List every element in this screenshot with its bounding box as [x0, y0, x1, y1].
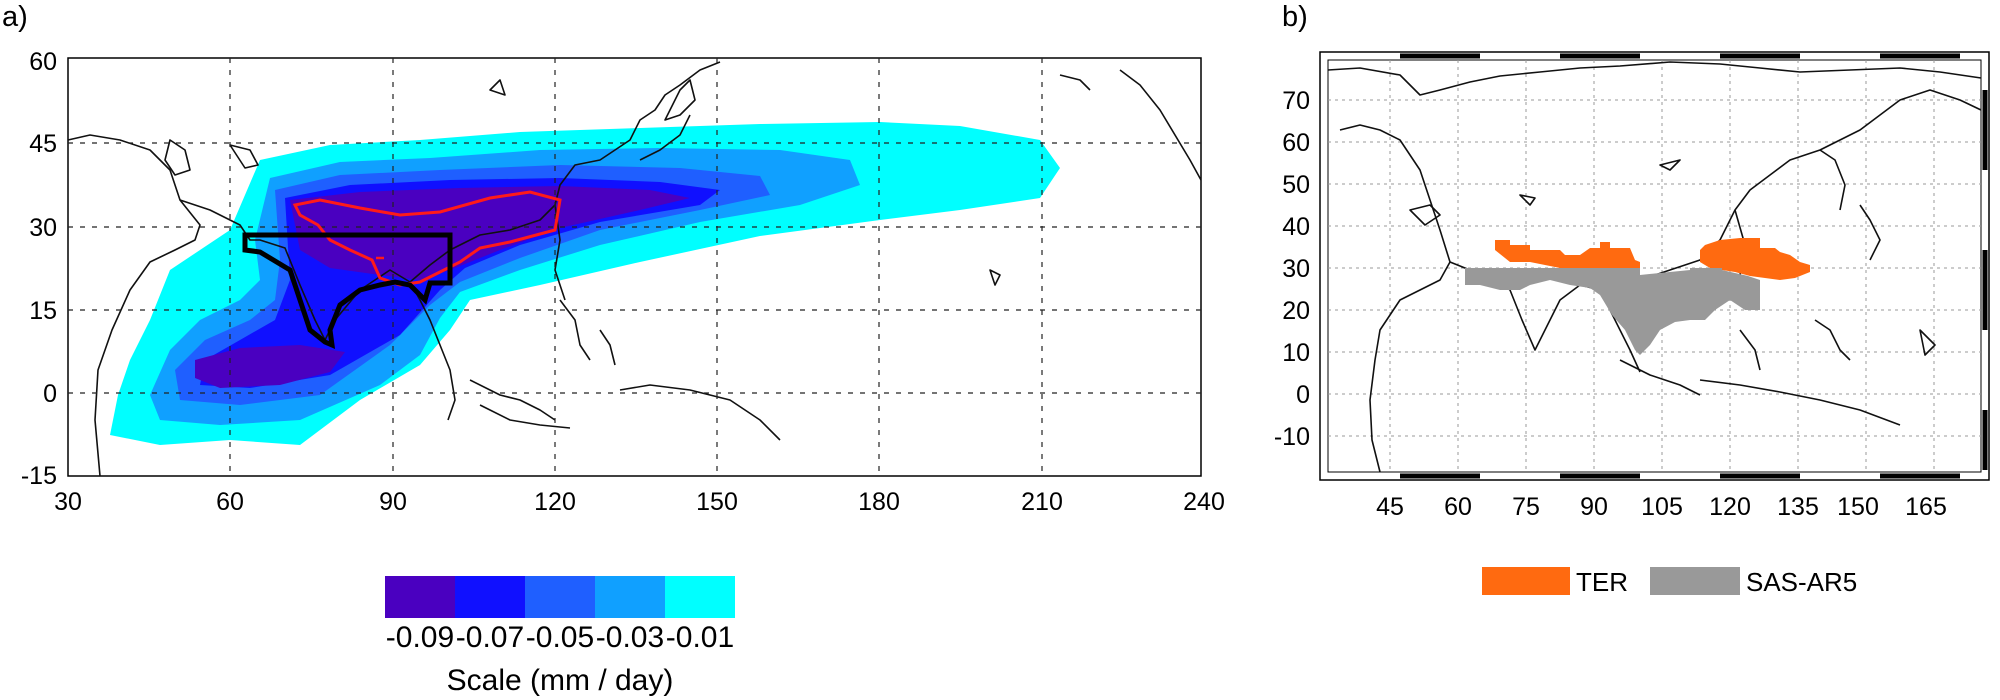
x-tick: 90 — [379, 488, 407, 516]
legend-swatch-ter — [1482, 567, 1570, 595]
panel-a: a) — [2, 1, 1225, 697]
colorbar-tick: -0.09 — [386, 621, 454, 654]
colorbar-swatch — [525, 576, 595, 618]
significance-contour — [292, 190, 562, 287]
panel-b-map-area — [1319, 51, 1990, 481]
y-tick: 20 — [1282, 297, 1310, 325]
colorbar-swatch — [595, 576, 665, 618]
y-tick: 0 — [43, 380, 57, 408]
x-tick: 120 — [1709, 493, 1751, 521]
panel-a-label: a) — [2, 1, 28, 33]
colorbar-tick: -0.07 — [456, 621, 524, 654]
panel-a-y-ticks: 60 45 30 15 0 -15 — [21, 48, 57, 490]
legend-label-ter: TER — [1576, 567, 1628, 597]
x-tick: 240 — [1183, 488, 1225, 516]
x-tick: 210 — [1021, 488, 1063, 516]
panel-b: b) — [1274, 1, 1990, 597]
y-tick: 30 — [29, 214, 57, 242]
panel-b-label: b) — [1282, 1, 1308, 33]
colorbar-swatch — [665, 576, 735, 618]
y-tick: 60 — [29, 48, 57, 76]
y-tick: -10 — [1274, 423, 1310, 451]
panel-b-coastlines — [1327, 61, 1982, 473]
y-tick: 50 — [1282, 171, 1310, 199]
x-tick: 150 — [696, 488, 738, 516]
colorbar-tick: -0.01 — [666, 621, 734, 654]
colorbar-swatch — [385, 576, 455, 618]
x-tick: 135 — [1777, 493, 1819, 521]
colorbar-swatch — [455, 576, 525, 618]
x-tick: 165 — [1905, 493, 1947, 521]
y-tick: 70 — [1282, 87, 1310, 115]
sas-region-outline — [242, 232, 453, 350]
y-tick: 0 — [1296, 381, 1310, 409]
y-tick: 40 — [1282, 213, 1310, 241]
x-tick: 60 — [216, 488, 244, 516]
x-tick: 90 — [1580, 493, 1608, 521]
y-tick: -15 — [21, 462, 57, 490]
colorbar-tick: -0.03 — [596, 621, 664, 654]
x-tick: 60 — [1444, 493, 1472, 521]
panel-b-x-ticks: 45 60 75 90 105 120 135 150 165 — [1376, 493, 1947, 521]
colorbar-tick: -0.05 — [526, 621, 594, 654]
panel-b-y-ticks: 70 60 50 40 30 20 10 0 -10 — [1274, 87, 1310, 451]
legend-swatch-sas-ar5 — [1650, 567, 1740, 595]
colorbar-label: Scale (mm / day) — [447, 664, 674, 697]
sas-ar5-region — [1465, 268, 1760, 355]
y-tick: 15 — [29, 297, 57, 325]
x-tick: 30 — [54, 488, 82, 516]
x-tick: 105 — [1641, 493, 1683, 521]
panel-a-x-ticks: 30 60 90 120 150 180 210 240 — [54, 488, 1225, 516]
y-tick: 60 — [1282, 129, 1310, 157]
x-tick: 75 — [1512, 493, 1540, 521]
x-tick: 180 — [858, 488, 900, 516]
panel-b-legend: TER SAS-AR5 — [1482, 567, 1857, 597]
x-tick: 120 — [534, 488, 576, 516]
colorbar: -0.09 -0.07 -0.05 -0.03 -0.01 Scale (mm … — [385, 576, 735, 697]
panel-a-grid — [68, 58, 1201, 476]
x-tick: 45 — [1376, 493, 1404, 521]
panel-b-inner-frame — [1327, 59, 1982, 473]
y-tick: 10 — [1282, 339, 1310, 367]
y-tick: 30 — [1282, 255, 1310, 283]
legend-label-sas-ar5: SAS-AR5 — [1746, 567, 1857, 597]
y-tick: 45 — [29, 130, 57, 158]
x-tick: 150 — [1837, 493, 1879, 521]
panel-b-frame-ticks — [1400, 53, 1988, 479]
